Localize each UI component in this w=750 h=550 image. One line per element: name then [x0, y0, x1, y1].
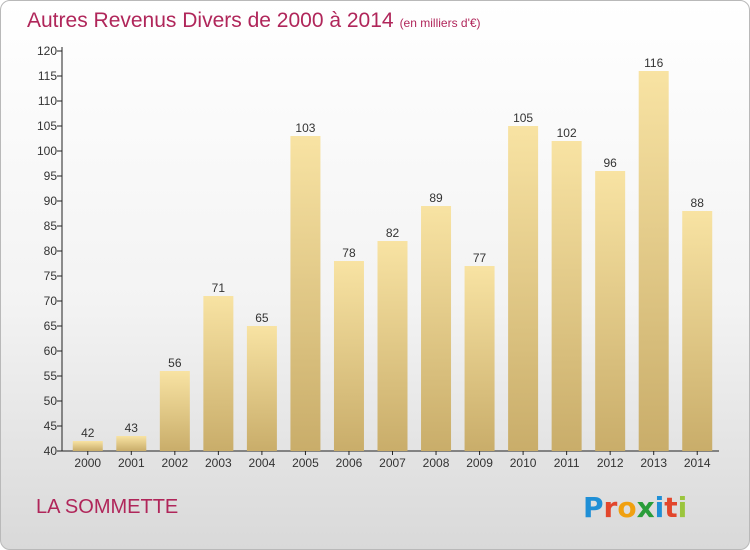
y-tick-label: 85 — [44, 219, 58, 233]
bar-2003 — [203, 296, 234, 451]
y-tick-label: 75 — [44, 269, 58, 283]
x-tick-label: 2004 — [249, 456, 276, 470]
x-tick-label: 2014 — [684, 456, 711, 470]
chart-data-labels: 42 43 56 71 65 103 78 82 89 77 105 102 96 116 88 — [81, 56, 704, 440]
y-tick-label: 70 — [44, 294, 58, 308]
y-tick-label: 100 — [37, 144, 57, 158]
data-label-2009: 77 — [473, 251, 487, 265]
y-tick-label: 65 — [44, 319, 58, 333]
bar-2002 — [159, 371, 190, 451]
title-unit: (en milliers d'€) — [399, 16, 481, 30]
data-label-2011: 102 — [557, 126, 577, 140]
x-tick-label: 2006 — [336, 456, 363, 470]
x-tick-label: 2005 — [292, 456, 319, 470]
bar-2013 — [638, 71, 669, 451]
data-label-2014: 88 — [691, 196, 705, 210]
bar-2011 — [551, 141, 582, 451]
title-text: Autres Revenus Divers de 2000 à 2014 — [27, 9, 394, 32]
y-tick-label: 95 — [44, 169, 58, 183]
bar-2005 — [290, 136, 321, 451]
y-tick-label: 55 — [44, 369, 58, 383]
data-label-2004: 65 — [255, 311, 269, 325]
bar-2014 — [682, 211, 713, 451]
x-tick-label: 2013 — [640, 456, 667, 470]
data-label-2001: 43 — [125, 421, 139, 435]
data-label-2010: 105 — [513, 111, 533, 125]
y-tick-label: 60 — [44, 344, 58, 358]
x-tick-label: 2000 — [74, 456, 101, 470]
data-label-2002: 56 — [168, 356, 182, 370]
y-tick-label: 90 — [44, 194, 58, 208]
bar-2007 — [377, 241, 408, 451]
data-label-2008: 89 — [429, 191, 443, 205]
x-tick-label: 2011 — [554, 456, 580, 470]
x-tick-label: 2010 — [510, 456, 537, 470]
data-label-2007: 82 — [386, 226, 400, 240]
bar-2009 — [464, 266, 495, 451]
data-label-2013: 116 — [644, 56, 663, 70]
chart-title: Autres Revenus Divers de 2000 à 2014 (en … — [27, 9, 481, 33]
bar-2004 — [246, 326, 277, 451]
bar-2012 — [595, 171, 626, 451]
x-tick-label: 2012 — [597, 456, 624, 470]
data-label-2012: 96 — [603, 156, 617, 170]
chart-bars — [72, 71, 713, 451]
y-tick-label: 50 — [44, 394, 58, 408]
bar-2006 — [333, 261, 364, 451]
x-tick-label: 2001 — [118, 456, 145, 470]
bar-2000 — [72, 441, 103, 451]
x-tick-label: 2003 — [205, 456, 232, 470]
x-tick-label: 2007 — [379, 456, 406, 470]
bar-2001 — [116, 436, 147, 451]
y-tick-label: 120 — [37, 44, 57, 58]
y-tick-label: 110 — [38, 94, 57, 108]
x-tick-label: 2009 — [466, 456, 493, 470]
location-label: LA SOMMETTE — [36, 496, 179, 518]
y-tick-label: 45 — [44, 419, 58, 433]
svg-text:Proxiti: Proxiti — [583, 491, 687, 524]
x-tick-label: 2002 — [161, 456, 188, 470]
data-label-2003: 71 — [212, 281, 226, 295]
data-label-2005: 103 — [295, 121, 315, 135]
x-tick-label: 2008 — [423, 456, 450, 470]
data-label-2000: 42 — [81, 426, 95, 440]
y-tick-label: 105 — [37, 119, 57, 133]
bar-2008 — [421, 206, 452, 451]
proxiti-logo: Proxiti — [583, 491, 687, 524]
data-label-2006: 78 — [342, 246, 356, 260]
bar-2010 — [508, 126, 539, 451]
y-tick-label: 115 — [38, 69, 57, 83]
y-tick-label: 80 — [44, 244, 58, 258]
y-tick-label: 40 — [44, 444, 58, 458]
